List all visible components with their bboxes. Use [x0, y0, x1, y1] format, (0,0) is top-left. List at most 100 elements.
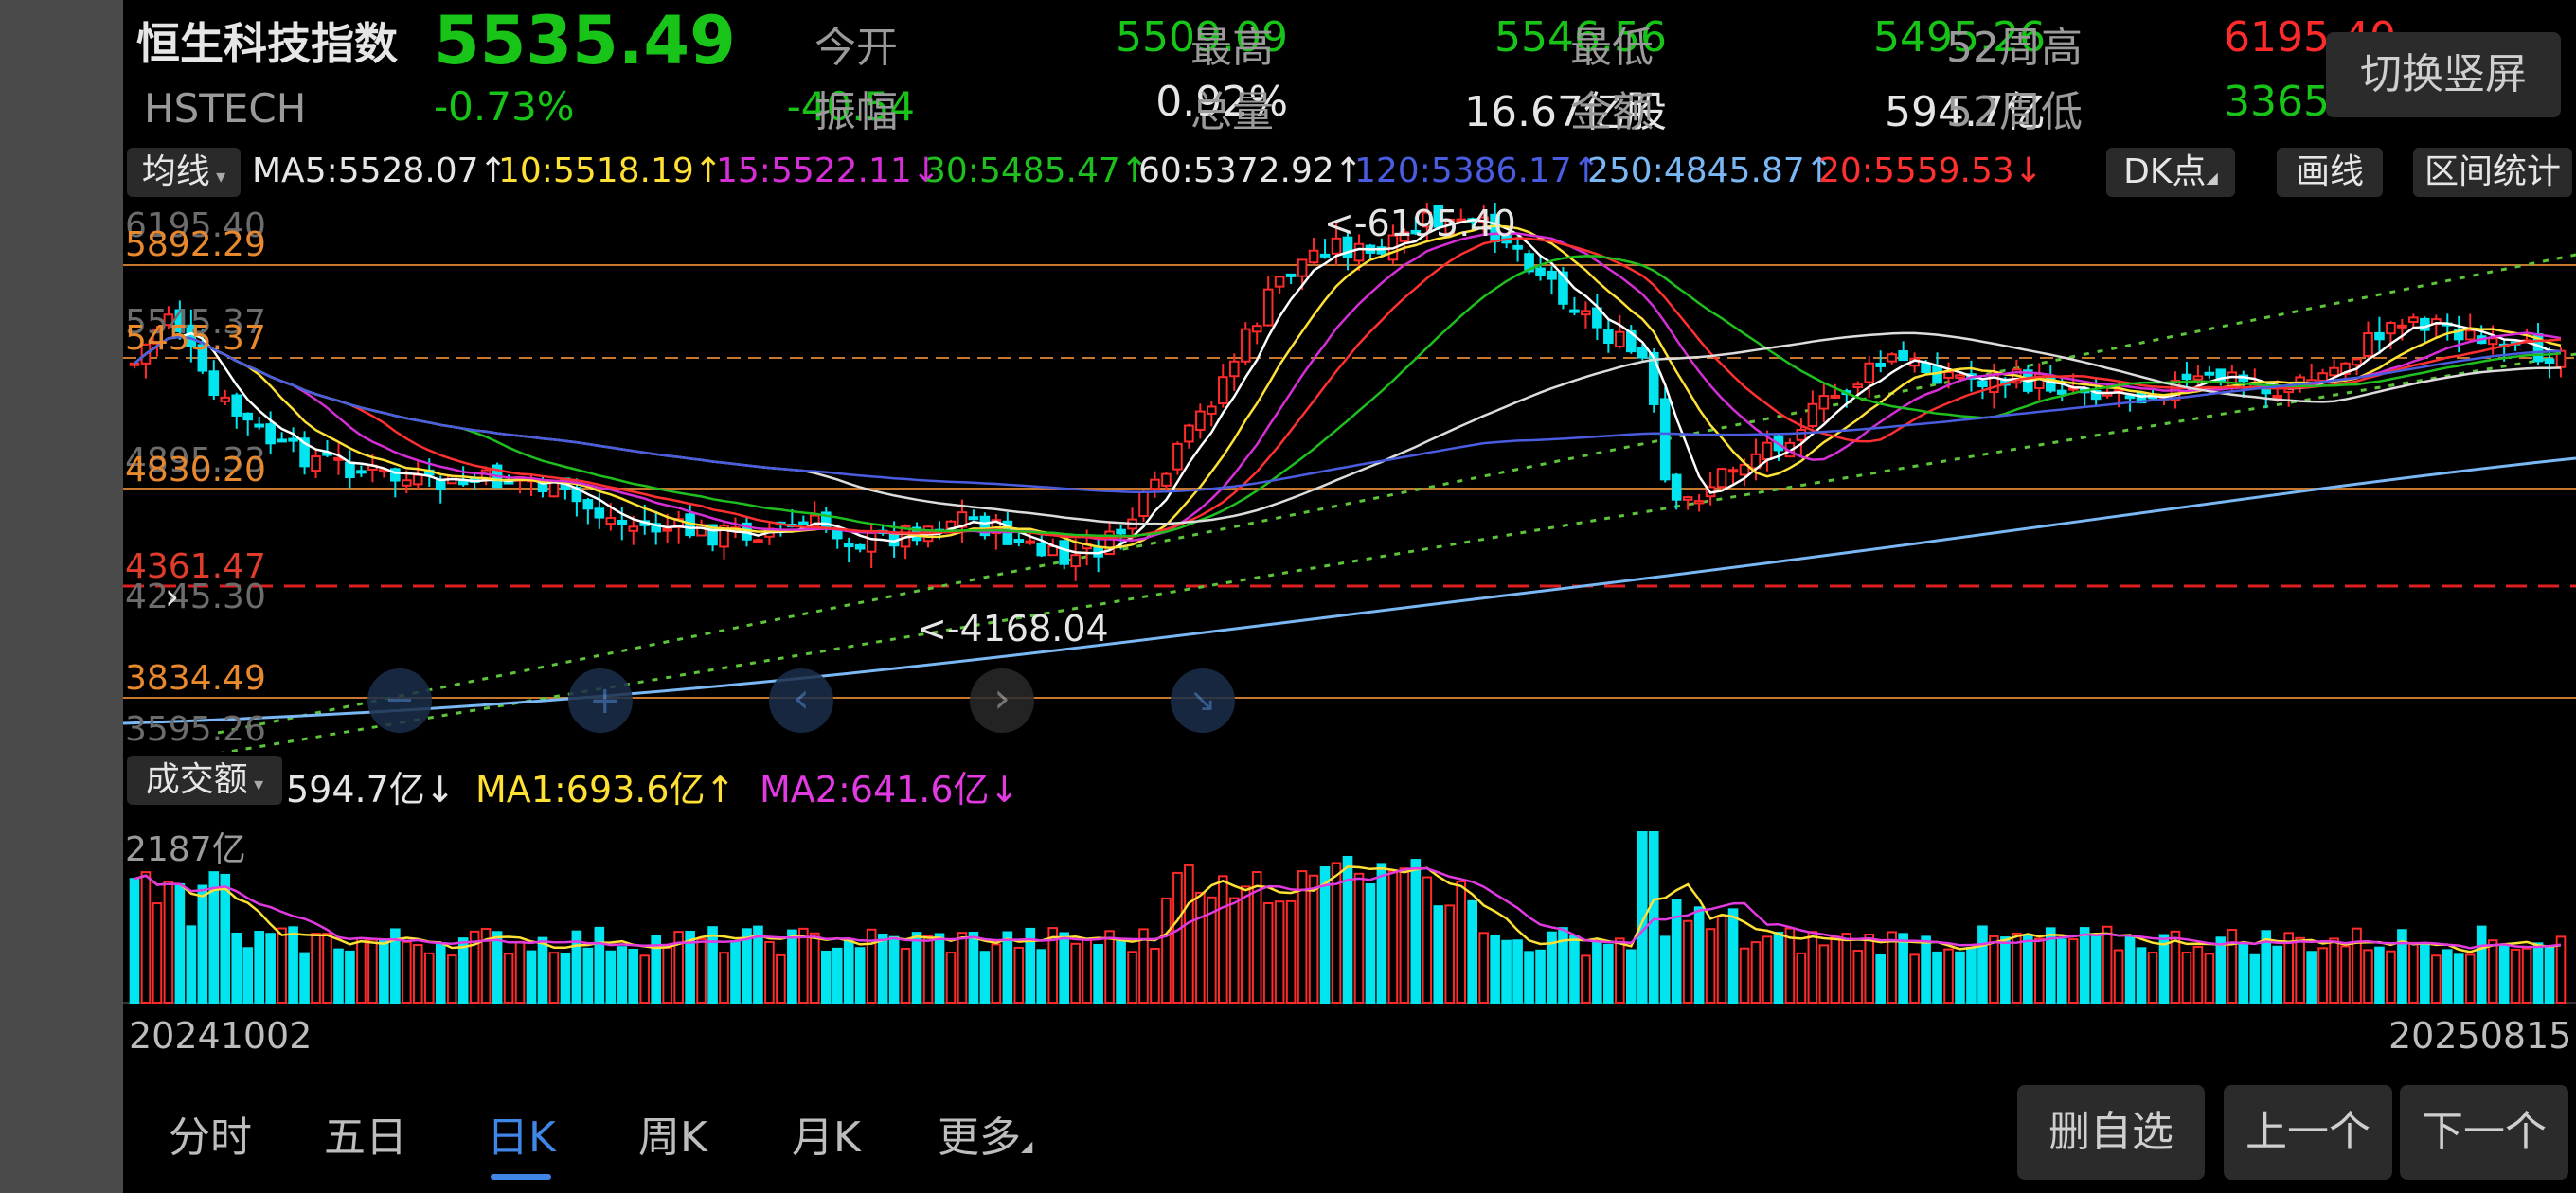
- volume-bar: [2363, 949, 2373, 1004]
- volume-bar: [265, 933, 276, 1004]
- volume-bar: [945, 952, 957, 1004]
- candle-body: [1308, 249, 1319, 264]
- volume-bar: [888, 935, 900, 1004]
- remove-watchlist-button[interactable]: 删自选: [2017, 1085, 2205, 1180]
- y-label-mid2: 4895.33: [125, 441, 266, 480]
- volume-bar: [810, 932, 820, 1004]
- volume-ma1: MA1:693.6亿↑: [475, 769, 736, 810]
- volume-indicator-selector[interactable]: 成交额 ▾: [127, 756, 282, 805]
- candle-body: [1161, 472, 1172, 487]
- tab-five-day[interactable]: 五日: [324, 1113, 407, 1162]
- volume-bar: [492, 931, 503, 1004]
- candle-body: [1285, 273, 1297, 277]
- ma60-value: 60:5372.92↑: [1138, 151, 1363, 190]
- candle-body: [390, 468, 401, 482]
- draw-line-button[interactable]: 画线: [2277, 148, 2383, 197]
- volume-bar: [1319, 865, 1331, 1004]
- volume-bar: [2340, 945, 2351, 1004]
- zoom-out-button[interactable]: [367, 668, 432, 733]
- ma10-line: [134, 224, 2562, 549]
- volume-bar: [820, 950, 832, 1004]
- volume-bar: [1093, 943, 1103, 1004]
- volume-bar: [696, 937, 707, 1004]
- switch-portrait-button[interactable]: 切换竖屏: [2326, 32, 2561, 117]
- candle-body: [753, 539, 763, 543]
- candle-body: [1172, 442, 1183, 471]
- volume-bar: [2012, 932, 2022, 1004]
- tab-daily-k[interactable]: 日K: [487, 1113, 556, 1162]
- volume-bar: [571, 930, 582, 1004]
- candle-body: [1150, 478, 1160, 490]
- volume-ma-line: [134, 866, 2562, 950]
- candle-body: [582, 499, 594, 510]
- volume-bar: [2147, 952, 2158, 1004]
- candle-body: [174, 309, 186, 333]
- ma5-value: MA5:5528.07↑: [252, 151, 508, 190]
- volume-bar: [2204, 953, 2215, 1004]
- tab-weekly-k[interactable]: 周K: [638, 1113, 707, 1162]
- stat-label-amount: 金额: [1570, 88, 1654, 136]
- scroll-right-button[interactable]: ›: [970, 668, 1034, 733]
- volume-bar: [1818, 944, 1830, 1004]
- tab-more[interactable]: 更多◢: [938, 1103, 1032, 1164]
- chevron-right-icon: ›: [993, 674, 1011, 722]
- volume-value: 594.7亿↓: [286, 769, 456, 810]
- volume-bar: [163, 880, 174, 1004]
- candle-body: [1319, 253, 1331, 258]
- volume-bar: [1955, 951, 1965, 1004]
- volume-bar: [843, 939, 854, 1004]
- next-stock-button[interactable]: 下一个: [2400, 1085, 2568, 1180]
- volume-bar: [220, 873, 231, 1004]
- ma-selector[interactable]: 均线 ▾: [127, 148, 241, 197]
- volume-bar: [2408, 941, 2419, 1004]
- volume-bar: [968, 932, 979, 1004]
- tab-monthly-k[interactable]: 月K: [792, 1113, 861, 1162]
- candle-body: [594, 507, 605, 519]
- candle-body: [265, 423, 276, 445]
- candle-body: [1297, 258, 1308, 277]
- ma60-line: [134, 331, 2562, 525]
- volume-bar: [1365, 882, 1376, 1004]
- volume-bar: [1943, 948, 1954, 1004]
- volume-bar: [1082, 938, 1092, 1004]
- candle-body: [1693, 500, 1705, 505]
- volume-bar: [2510, 948, 2521, 1004]
- candle-body: [2340, 362, 2351, 375]
- volume-chart[interactable]: [123, 812, 2576, 1004]
- candle-body: [2056, 389, 2067, 395]
- candle-body: [1739, 463, 1750, 476]
- candle-body: [2329, 366, 2339, 377]
- chevron-left-icon: ‹: [793, 674, 810, 722]
- reset-zoom-button[interactable]: ↘: [1171, 668, 1235, 733]
- volume-bar: [2317, 947, 2328, 1004]
- volume-bar: [1127, 951, 1137, 1004]
- candlestick-chart[interactable]: [123, 203, 2576, 752]
- candle-body: [1864, 362, 1875, 383]
- stock-chart-app: 恒生科技指数 HSTECH 5535.49 -0.73% -40.54 今开 5…: [123, 0, 2576, 1193]
- volume-bar: [1059, 932, 1070, 1004]
- volume-bar: [1467, 899, 1478, 1004]
- volume-bar: [1172, 871, 1183, 1004]
- scroll-left-button[interactable]: ‹: [769, 668, 833, 733]
- volume-bar: [1682, 919, 1693, 1004]
- volume-bar: [1501, 939, 1512, 1004]
- zoom-in-button[interactable]: +: [568, 668, 633, 733]
- stat-value-open: 5509.09: [1116, 13, 1288, 62]
- volume-bar: [787, 929, 797, 1004]
- tab-intraday[interactable]: 分时: [169, 1113, 252, 1162]
- previous-stock-button[interactable]: 上一个: [2224, 1085, 2392, 1180]
- candle-body: [1240, 328, 1251, 363]
- volume-bar: [2227, 929, 2238, 1004]
- volume-bar: [1989, 935, 1999, 1004]
- volume-bar: [832, 947, 843, 1004]
- start-date-label: 20241002: [129, 1015, 313, 1057]
- candle-body: [1217, 376, 1228, 404]
- volume-bar: [435, 942, 446, 1004]
- volume-bar: [1932, 951, 1942, 1004]
- candle-body: [1977, 380, 1988, 388]
- range-stats-button[interactable]: 区间统计: [2413, 148, 2572, 197]
- ma120-value: 120:5386.17↑: [1354, 151, 1601, 190]
- candle-body: [1637, 347, 1648, 359]
- dk-point-button[interactable]: DK点◢: [2106, 148, 2235, 197]
- volume-bar: [2498, 943, 2510, 1004]
